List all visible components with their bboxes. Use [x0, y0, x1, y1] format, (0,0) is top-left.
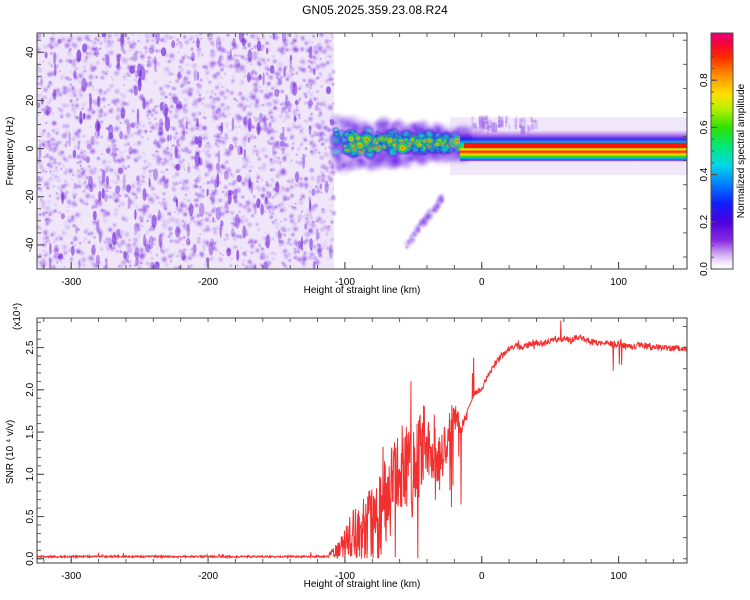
spectrogram-x-tick-labels: -300 -200 -100 0 100 — [61, 277, 627, 288]
tick-label: 0.0 — [699, 262, 710, 276]
tick-label: 40 — [25, 46, 36, 58]
tick-label: 2.0 — [25, 382, 36, 396]
tick-label: -100 — [335, 277, 355, 288]
snr-y-tick-labels: 0.0 0.5 1.0 1.5 2.0 2.5 — [25, 340, 36, 566]
tick-label: 2.5 — [25, 340, 36, 354]
tick-label: 20 — [25, 94, 36, 106]
snr-trace — [37, 320, 687, 560]
spectrogram-y-tick-labels: 40 20 0 -20 -40 — [25, 46, 36, 252]
snr-x-axis-label: Height of straight line (km) — [304, 579, 421, 590]
colorbar: 0.0 0.2 0.4 0.6 0.8 Normalized spectral ampl… — [699, 32, 747, 276]
tick-label: -300 — [61, 571, 81, 582]
snr-x-tick-labels: -300 -200 -100 0 100 — [61, 571, 627, 582]
spectrogram-image — [37, 33, 687, 269]
tick-label: 100 — [610, 571, 627, 582]
tick-label: 0.6 — [699, 120, 710, 134]
snr-y-axis-label: SNR (10 ⁴ v/v) — [5, 420, 16, 484]
tick-label: 0.2 — [699, 214, 710, 228]
tick-label: 0 — [479, 277, 485, 288]
tick-label: -200 — [198, 277, 218, 288]
coherent-line-band — [450, 115, 687, 176]
colorbar-label: Normalized spectral amplitude — [736, 83, 747, 218]
snr-panel: -300 -200 -100 0 100 0.0 0.5 1.0 1.5 2.0 2.5 Heig… — [5, 303, 688, 590]
snr-multiplier-label: (x10⁴) — [12, 303, 23, 330]
tick-label: 0 — [479, 571, 485, 582]
tick-label: 0.8 — [699, 73, 710, 87]
spectrogram-x-axis-label: Height of straight line (km) — [304, 285, 421, 296]
colorbar-tick-labels: 0.0 0.2 0.4 0.6 0.8 — [699, 73, 710, 276]
figure-title: GN05.2025.359.23.08.R24 — [302, 3, 448, 17]
tick-label: -300 — [61, 277, 81, 288]
tick-label: -100 — [335, 571, 355, 582]
tick-label: -20 — [25, 189, 36, 204]
tick-label: -200 — [198, 571, 218, 582]
tick-label: 0.0 — [25, 551, 36, 565]
spectrogram-axes — [36, 32, 688, 270]
spectrogram-y-axis-label: Frequency (Hz) — [5, 117, 16, 186]
diffuse-echo-cluster — [324, 110, 480, 250]
tick-label: 100 — [610, 277, 627, 288]
tick-label: 0.4 — [699, 167, 710, 181]
tick-label: 0 — [25, 145, 36, 151]
tick-label: 1.0 — [25, 467, 36, 481]
spectrogram-panel: -300 -200 -100 0 100 40 20 0 -20 -40 Height of s… — [5, 32, 688, 296]
noise-speckle-field — [37, 33, 338, 269]
tick-label: -40 — [25, 237, 36, 252]
tick-label: 0.5 — [25, 509, 36, 523]
tick-label: 1.5 — [25, 425, 36, 439]
